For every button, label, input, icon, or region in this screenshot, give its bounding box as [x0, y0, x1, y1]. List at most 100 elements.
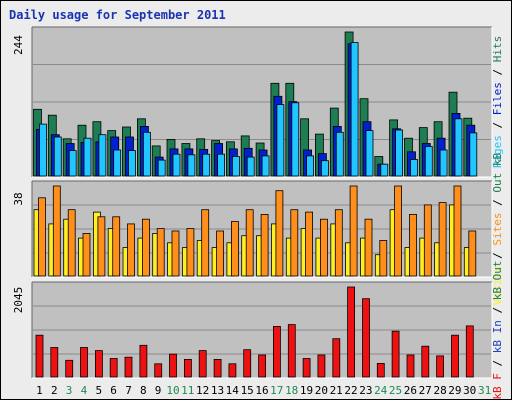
x-tick-label-day-13: 13 [211, 384, 224, 397]
x-tick-label-day-11: 11 [181, 384, 194, 397]
legend-word: / [491, 199, 504, 212]
bar-kb-f-day-27 [421, 345, 430, 378]
x-tick-label-day-24: 24 [374, 384, 388, 397]
bar-kb-f-day-22 [347, 286, 356, 378]
legend-word: Hits [491, 36, 504, 69]
bar-sites-day-5 [97, 216, 106, 277]
x-tick-label-day-10: 10 [166, 384, 179, 397]
x-tick-label-day-6: 6 [110, 384, 117, 397]
bar-kb-f-day-25 [391, 330, 400, 378]
bar-kb-f-day-9 [154, 363, 163, 378]
x-tick-label-day-5: 5 [95, 384, 102, 397]
bar-pages-day-10 [172, 153, 181, 177]
legend-word: kB [491, 340, 504, 360]
y-max-label: 2045 [12, 287, 25, 314]
bar-pages-day-28 [439, 149, 448, 177]
x-tick-label-day-3: 3 [66, 384, 73, 397]
legend-word: kB [491, 386, 504, 399]
bar-sites-day-4 [82, 232, 91, 277]
bar-sites-day-22 [349, 185, 358, 277]
x-tick-label-day-8: 8 [140, 384, 147, 397]
bar-kb-f-day-23 [362, 298, 370, 378]
x-tick-label-day-31: 31 [478, 384, 491, 397]
legend-word: Sites [491, 212, 504, 252]
bar-sites-day-28 [438, 202, 447, 277]
bar-pages-day-5 [98, 134, 107, 177]
bar-sites-day-7 [127, 223, 135, 277]
bar-kb-f-day-13 [213, 358, 222, 378]
x-tick-label-day-23: 23 [359, 384, 372, 397]
legend-word: kB [491, 287, 504, 307]
bar-sites-day-9 [156, 228, 165, 277]
bar-kb-f-day-17 [272, 325, 281, 378]
legend-word: Visits [491, 265, 504, 305]
bar-kb-f-day-4 [80, 347, 88, 378]
legend-word: kB [491, 152, 504, 172]
bar-sites-day-15 [245, 209, 254, 277]
bar-kb-f-day-12 [198, 350, 207, 378]
bar-pages-day-8 [142, 131, 151, 177]
bar-pages-day-14 [231, 156, 240, 177]
bar-pages-day-27 [424, 146, 433, 177]
bar-kb-f-day-10 [169, 353, 177, 378]
bar-sites-day-13 [216, 230, 225, 277]
x-tick-label-day-28: 28 [433, 384, 446, 397]
x-tick-label-day-26: 26 [404, 384, 417, 397]
panel-legend: kB F / kB In / kB Out [491, 260, 504, 399]
x-tick-label-day-30: 30 [463, 384, 476, 397]
x-tick-label-day-12: 12 [196, 384, 209, 397]
bar-kb-f-day-8 [139, 344, 148, 378]
bar-pages-day-2 [53, 136, 62, 177]
bar-sites-day-14 [230, 221, 239, 277]
bar-kb-f-day-26 [406, 354, 415, 378]
bar-pages-day-21 [335, 131, 344, 177]
bar-pages-day-7 [128, 150, 136, 177]
x-tick-label-day-16: 16 [255, 384, 268, 397]
bar-sites-day-2 [52, 185, 61, 277]
bar-kb-f-day-11 [183, 358, 192, 378]
x-tick-label-day-27: 27 [419, 384, 432, 397]
x-tick-label-day-19: 19 [300, 384, 313, 397]
bar-kb-f-day-19 [302, 358, 311, 378]
bar-pages-day-13 [217, 153, 226, 177]
bar-sites-day-6 [112, 216, 121, 277]
panel-legend: Pages / Files / Hits [491, 36, 504, 169]
bar-sites-day-20 [319, 218, 328, 277]
x-tick-label-day-15: 15 [241, 384, 254, 397]
bar-sites-day-27 [423, 204, 432, 277]
bar-pages-day-3 [68, 150, 77, 177]
bar-kb-f-day-1 [35, 334, 44, 378]
legend-word: In [491, 320, 504, 340]
bar-pages-day-24 [380, 163, 389, 177]
bar-kb-f-day-16 [258, 354, 267, 378]
bar-kb-f-day-29 [451, 334, 459, 378]
bar-kb-f-day-15 [243, 349, 252, 378]
bar-kb-f-day-2 [50, 347, 59, 378]
x-tick-label-day-25: 25 [389, 384, 402, 397]
bar-sites-day-23 [364, 218, 373, 277]
bar-pages-day-1 [39, 123, 47, 177]
bar-sites-day-26 [409, 213, 417, 277]
y-max-label: 38 [12, 192, 25, 205]
x-tick-label-day-17: 17 [270, 384, 283, 397]
bar-pages-day-6 [113, 149, 122, 177]
bar-sites-day-1 [38, 197, 46, 277]
bar-pages-day-20 [320, 160, 329, 177]
bar-sites-day-18 [290, 209, 299, 277]
legend-word: / [491, 307, 504, 320]
bar-sites-day-17 [275, 190, 284, 277]
bar-pages-day-19 [306, 155, 315, 177]
bar-kb-f-day-6 [109, 358, 118, 378]
bar-kb-f-day-20 [317, 354, 326, 378]
x-tick-label-day-14: 14 [226, 384, 240, 397]
bar-sites-day-12 [201, 209, 210, 277]
bar-sites-day-19 [305, 211, 314, 277]
x-tick-label-day-1: 1 [36, 384, 43, 397]
x-tick-label-day-22: 22 [344, 384, 357, 397]
bar-pages-day-18 [291, 102, 300, 177]
bar-sites-day-24 [379, 240, 388, 277]
x-tick-label-day-29: 29 [448, 384, 461, 397]
bar-pages-day-26 [410, 159, 418, 177]
